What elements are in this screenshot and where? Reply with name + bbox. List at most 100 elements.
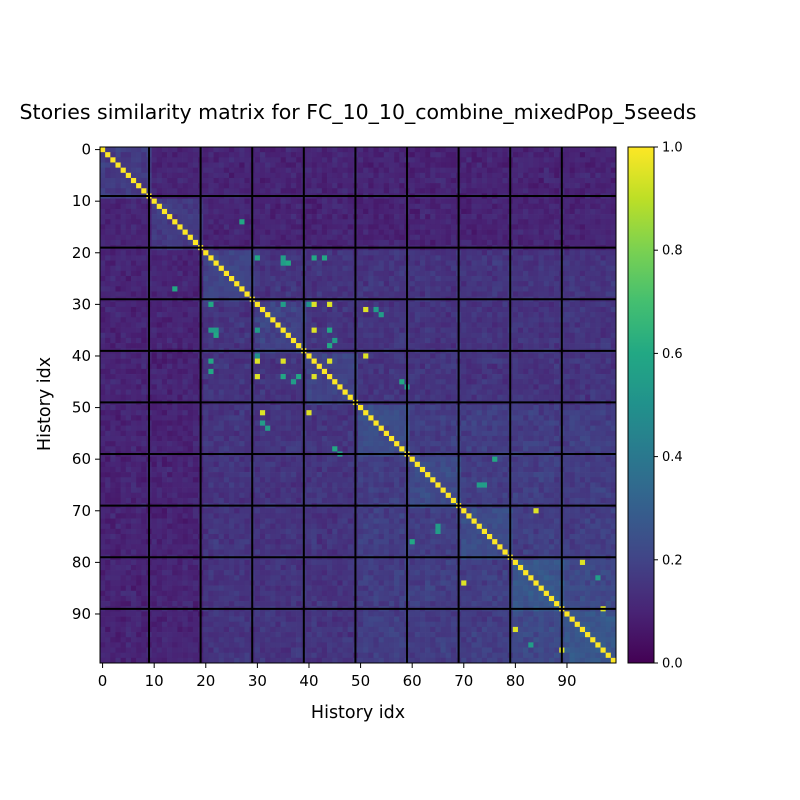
heatmap-cell — [368, 327, 374, 334]
heatmap-cell — [223, 183, 230, 189]
heatmap-cell — [605, 276, 612, 282]
heatmap-cell — [172, 332, 178, 339]
heatmap-cell — [378, 353, 385, 359]
heatmap-cell — [548, 327, 555, 334]
heatmap-cell — [600, 286, 607, 292]
heatmap-cell — [368, 312, 374, 318]
heatmap-cell — [600, 162, 607, 168]
heatmap-cell — [265, 337, 271, 344]
heatmap-cell — [512, 224, 519, 230]
heatmap-cell — [445, 301, 452, 308]
heatmap-cell — [151, 229, 158, 236]
heatmap-cell — [234, 234, 240, 241]
heatmap-cell — [161, 301, 168, 308]
heatmap-cell — [543, 172, 550, 179]
heatmap-cell — [182, 147, 189, 153]
heatmap-cell — [296, 162, 302, 168]
heatmap-cell — [254, 198, 261, 205]
heatmap-cell — [605, 260, 612, 267]
heatmap-cell — [316, 306, 323, 313]
heatmap-cell — [425, 389, 431, 396]
heatmap-cell — [290, 394, 297, 401]
heatmap-cell — [136, 301, 142, 308]
heatmap-cell — [100, 265, 106, 272]
heatmap-cell — [394, 291, 400, 297]
heatmap-cell — [275, 317, 281, 323]
heatmap-cell — [409, 353, 416, 359]
heatmap-cell — [554, 276, 560, 282]
heatmap-cell — [182, 224, 189, 230]
heatmap-cell — [275, 188, 281, 194]
heatmap-cell — [316, 286, 323, 292]
heatmap-cell — [476, 394, 483, 401]
heatmap-cell — [440, 327, 447, 334]
heatmap-cell — [461, 239, 467, 246]
heatmap-cell — [275, 177, 281, 184]
heatmap-cell — [280, 214, 287, 220]
heatmap-cell — [383, 276, 390, 282]
heatmap-cell — [296, 368, 302, 375]
heatmap-cell — [244, 374, 250, 380]
heatmap-cell — [203, 198, 209, 205]
heatmap-cell — [605, 332, 612, 339]
heatmap-cell — [332, 384, 338, 390]
heatmap-cell — [213, 358, 220, 365]
heatmap-cell — [440, 183, 447, 189]
heatmap-cell — [321, 167, 328, 174]
heatmap-cell — [136, 337, 142, 344]
heatmap-cell — [125, 363, 132, 370]
heatmap-cell — [487, 234, 493, 241]
heatmap-cell — [296, 214, 302, 220]
heatmap-cell — [528, 306, 534, 313]
heatmap-cell — [579, 229, 586, 236]
heatmap-cell — [512, 255, 519, 261]
heatmap-cell — [610, 234, 617, 241]
heatmap-cell — [481, 374, 488, 380]
heatmap-cell — [203, 147, 209, 153]
heatmap-cell — [373, 188, 379, 194]
heatmap-cell — [100, 332, 106, 339]
heatmap-cell — [306, 250, 312, 256]
heatmap-cell — [548, 152, 555, 158]
heatmap-cell — [296, 389, 302, 396]
heatmap-cell — [605, 234, 612, 241]
heatmap-cell — [275, 167, 281, 174]
heatmap-cell — [115, 374, 121, 380]
heatmap-cell — [218, 301, 225, 308]
heatmap-cell — [136, 389, 142, 396]
heatmap-cell — [394, 358, 400, 365]
heatmap-cell — [141, 183, 147, 189]
heatmap-cell — [234, 260, 240, 267]
heatmap-cell — [419, 152, 426, 158]
heatmap-cell — [476, 374, 483, 380]
heatmap-cell — [579, 255, 586, 261]
heatmap-cell — [306, 379, 312, 385]
heatmap-cell — [497, 374, 503, 380]
heatmap-cell — [358, 183, 364, 189]
heatmap-cell — [543, 353, 550, 359]
heatmap-cell — [497, 214, 503, 220]
heatmap-cell — [579, 224, 586, 230]
heatmap-cell — [394, 172, 400, 179]
heatmap-cell — [481, 229, 488, 236]
heatmap-cell — [285, 270, 292, 277]
heatmap-cell — [430, 152, 436, 158]
heatmap-cell — [105, 384, 111, 390]
heatmap-cell — [533, 389, 539, 396]
heatmap-cell — [388, 172, 395, 179]
heatmap-cell — [358, 208, 364, 215]
heatmap-cell — [445, 353, 452, 359]
heatmap-cell — [223, 224, 230, 230]
heatmap-cell — [306, 203, 312, 210]
heatmap-cell — [156, 353, 163, 359]
heatmap-cell — [327, 337, 333, 344]
heatmap-cell — [100, 353, 106, 359]
heatmap-cell — [383, 312, 390, 318]
heatmap-cell — [388, 379, 395, 385]
heatmap-cell — [574, 162, 581, 168]
heatmap-cell — [229, 291, 235, 297]
heatmap-cell — [502, 203, 508, 210]
heatmap-cell — [487, 147, 493, 153]
heatmap-cell — [399, 255, 405, 261]
heatmap-cell — [363, 332, 369, 339]
